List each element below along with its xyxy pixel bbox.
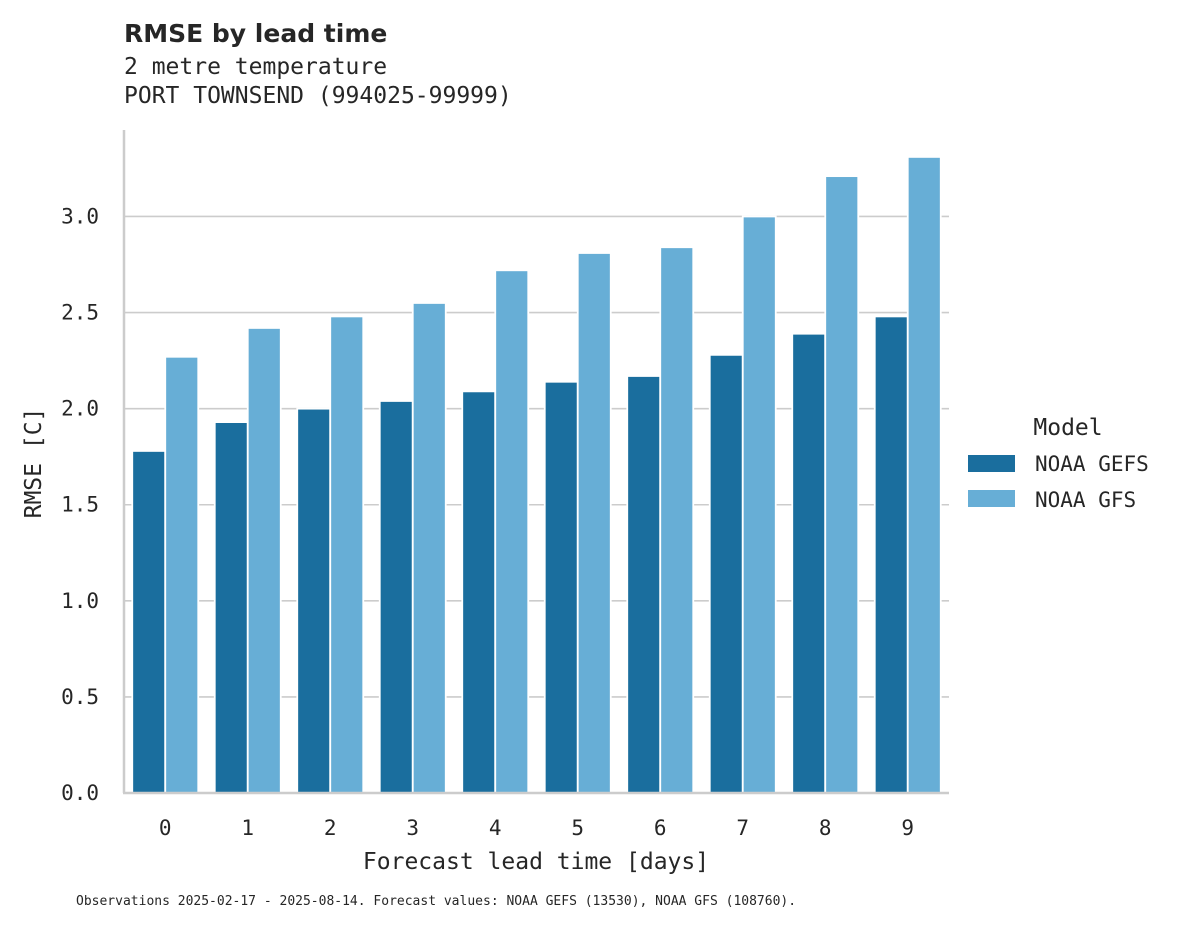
bar-noaa-gfs-lead-2 [329,315,365,794]
legend-label-noaa-gefs: NOAA GEFS [1035,452,1149,476]
x-tick-label: 2 [324,816,337,840]
y-tick-label: 0.5 [61,685,99,709]
bar-noaa-gfs-lead-7 [741,215,777,794]
legend: Model NOAA GEFS NOAA GFS [968,415,1149,512]
bar-noaa-gfs-lead-8 [824,175,860,794]
y-axis-label: RMSE [C] [21,408,47,519]
bar-noaa-gefs-lead-3 [378,400,414,794]
bar-noaa-gefs-lead-6 [626,375,662,794]
x-tick-label: 8 [819,816,832,840]
chart-subtitle-line-2: PORT TOWNSEND (994025-99999) [124,83,512,109]
bar-noaa-gfs-lead-3 [411,302,447,794]
bar-noaa-gefs-lead-9 [873,315,909,794]
bar-noaa-gefs-lead-7 [708,353,744,794]
y-tick-label: 2.5 [61,301,99,325]
bar-noaa-gfs-lead-6 [659,246,695,794]
x-tick-labels: 0 1 2 3 4 5 6 7 8 9 [159,816,914,840]
bar-noaa-gfs-lead-5 [576,252,612,794]
y-tick-label: 1.5 [61,493,99,517]
chart-subtitle-line-1: 2 metre temperature [124,54,387,80]
bar-noaa-gefs-lead-1 [213,421,249,794]
bar-noaa-gefs-lead-8 [791,332,827,794]
x-tick-label: 7 [736,816,749,840]
y-tick-labels: 0.0 0.5 1.0 1.5 2.0 2.5 3.0 [61,204,99,805]
bar-noaa-gefs-lead-0 [131,450,167,794]
y-tick-label: 0.0 [61,781,99,805]
x-tick-label: 5 [571,816,584,840]
bar-noaa-gfs-lead-0 [164,355,200,794]
x-tick-label: 1 [241,816,254,840]
legend-swatch-noaa-gfs [968,490,1015,507]
x-tick-label: 9 [901,816,914,840]
legend-title: Model [1033,415,1102,441]
bar-noaa-gefs-lead-5 [543,380,579,794]
footnote: Observations 2025-02-17 - 2025-08-14. Fo… [76,894,796,909]
y-tick-label: 1.0 [61,589,99,613]
x-tick-label: 3 [406,816,419,840]
chart-title: RMSE by lead time [124,19,387,48]
x-tick-label: 4 [489,816,502,840]
x-axis-label: Forecast lead time [days] [363,849,709,875]
x-tick-label: 6 [654,816,667,840]
legend-label-noaa-gfs: NOAA GFS [1035,488,1136,512]
bar-noaa-gfs-lead-9 [906,156,942,794]
bar-noaa-gfs-lead-1 [246,327,282,794]
y-tick-label: 3.0 [61,204,99,228]
x-tick-label: 0 [159,816,172,840]
bars [131,156,942,794]
bar-noaa-gfs-lead-4 [494,269,530,794]
legend-swatch-noaa-gefs [968,455,1015,472]
bar-noaa-gefs-lead-4 [461,390,497,794]
bar-noaa-gefs-lead-2 [296,407,332,794]
y-tick-label: 2.0 [61,397,99,421]
